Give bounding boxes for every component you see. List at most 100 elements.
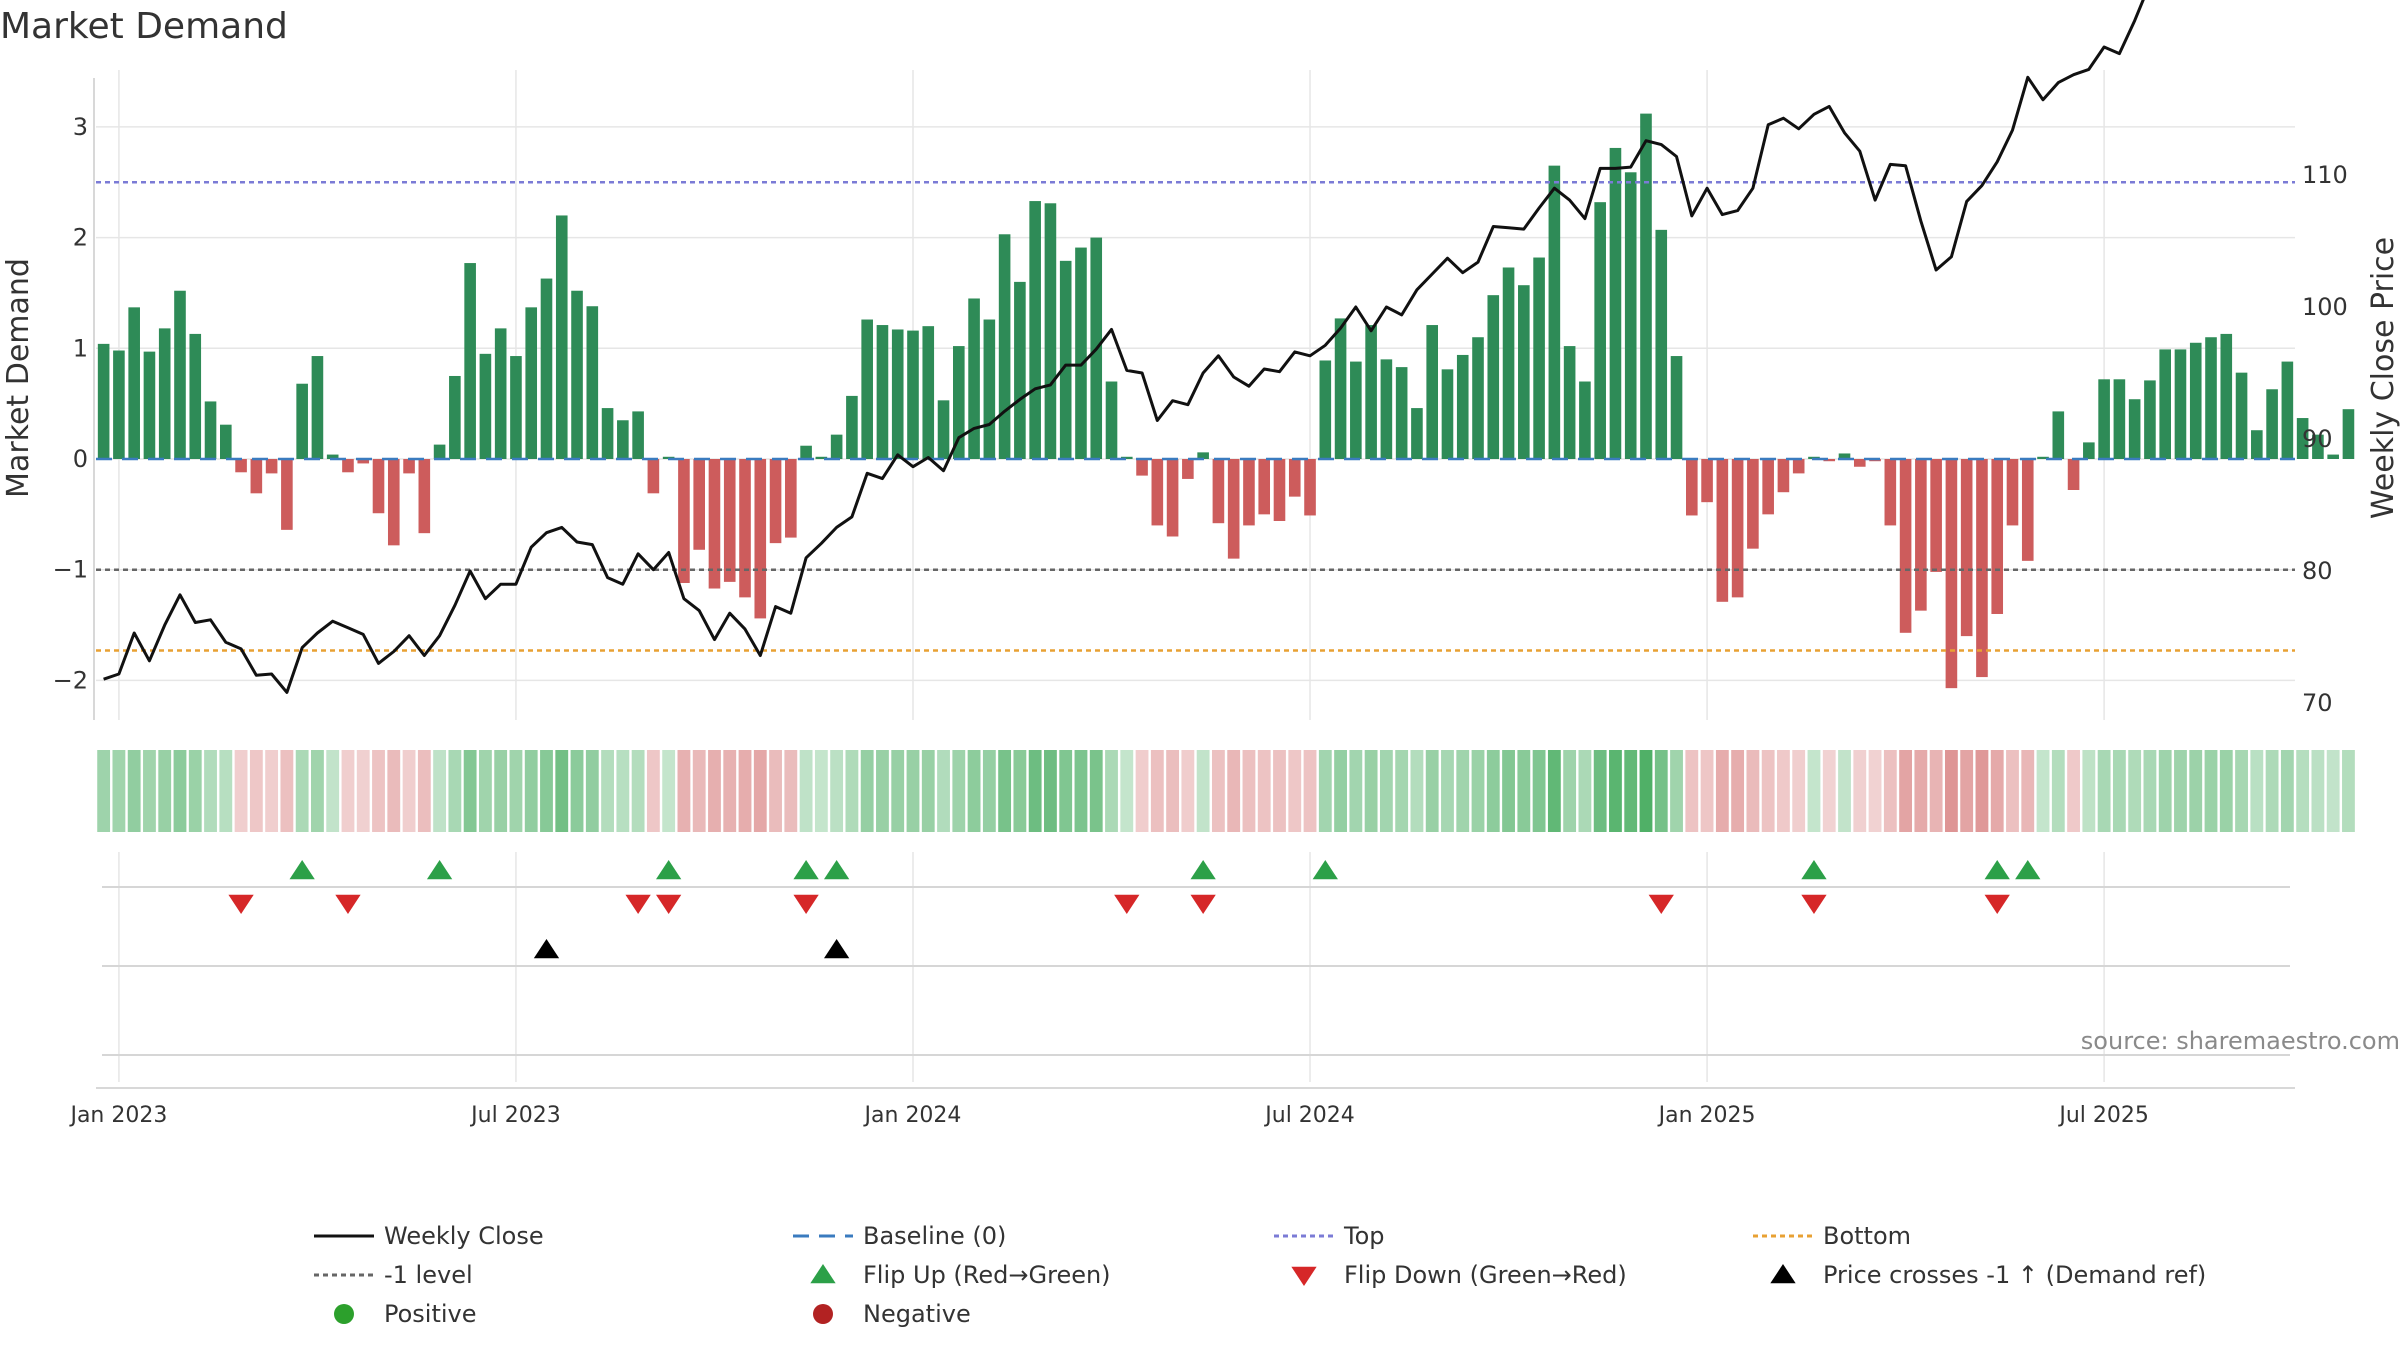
price-cross-marker xyxy=(533,939,560,959)
positive-bar xyxy=(2220,333,2233,459)
flip-up-marker xyxy=(426,860,453,880)
heat-cell xyxy=(921,750,935,832)
negative-bar xyxy=(1212,459,1225,524)
flip-down-marker xyxy=(1984,894,2010,914)
heat-cell xyxy=(1746,750,1760,832)
y-tick-label: 3 xyxy=(73,113,88,141)
heat-cell xyxy=(677,750,691,832)
heat-cell xyxy=(1471,750,1485,832)
heat-cell xyxy=(127,750,141,832)
negative-bar xyxy=(418,459,431,534)
flip-up-marker xyxy=(823,860,850,880)
heat-cell xyxy=(1227,750,1241,832)
positive-bar xyxy=(510,356,522,459)
positive-bar xyxy=(2327,454,2339,459)
source-note: source: sharemaestro.com xyxy=(2081,1027,2400,1055)
positive-bar xyxy=(494,328,507,459)
heat-cell xyxy=(2128,750,2142,832)
positive-bar xyxy=(601,408,614,459)
negative-bar xyxy=(1747,459,1759,549)
positive-bar xyxy=(189,333,202,459)
negative-bar xyxy=(265,459,278,474)
positive-bar xyxy=(1105,381,1118,459)
negative-bar xyxy=(1731,459,1744,598)
legend-label: Flip Up (Red→Green) xyxy=(863,1261,1111,1289)
price-cross-marker xyxy=(823,939,850,959)
heat-cell xyxy=(188,750,202,832)
heat-cell xyxy=(2082,750,2096,832)
negative-bar xyxy=(1243,459,1255,526)
heat-cell xyxy=(1777,750,1790,832)
heat-cell xyxy=(1609,750,1622,832)
heat-cell xyxy=(1731,750,1745,832)
heat-cell xyxy=(1792,750,1806,832)
negative-bar xyxy=(1288,459,1301,497)
demand-heat-strip xyxy=(97,750,2355,832)
legend-entry: Price crosses -1 ↑ (Demand ref) xyxy=(1770,1261,2206,1289)
heat-cell xyxy=(723,750,737,832)
positive-bar xyxy=(525,307,538,459)
positive-bar xyxy=(479,353,492,459)
heat-cell xyxy=(1044,750,1057,832)
positive-bar xyxy=(2159,349,2172,459)
positive-bar xyxy=(2189,342,2202,459)
positive-bar xyxy=(571,290,583,459)
heat-cell xyxy=(1425,750,1439,832)
heat-cell xyxy=(1593,750,1607,832)
positive-bar xyxy=(2235,372,2248,459)
positive-bar xyxy=(449,375,461,459)
heat-cell xyxy=(448,750,462,832)
positive-bar xyxy=(219,424,232,459)
positive-bar xyxy=(1441,369,1454,459)
heat-cell xyxy=(2067,750,2080,832)
positive-bar xyxy=(1319,360,1332,459)
positive-bar xyxy=(1579,381,1591,459)
positive-bar xyxy=(800,445,812,459)
heat-cell xyxy=(1990,750,2004,832)
heat-cell xyxy=(1059,750,1073,832)
heat-cell xyxy=(2036,750,2050,832)
heat-cell xyxy=(1150,750,1164,832)
heat-cell xyxy=(845,750,859,832)
heat-cell xyxy=(1166,750,1180,832)
heat-cell xyxy=(494,750,508,832)
negative-bar xyxy=(357,459,370,464)
negative-bar xyxy=(1227,459,1240,559)
positive-bar xyxy=(1120,456,1133,459)
y2-tick-label: 90 xyxy=(2302,425,2333,453)
heat-cell xyxy=(2326,750,2340,832)
flip-down-marker xyxy=(793,894,819,914)
heat-cell xyxy=(402,750,416,832)
heat-cell xyxy=(2265,750,2279,832)
flip-up-marker xyxy=(1984,860,2010,880)
positive-bar xyxy=(1838,453,1851,459)
heat-cell xyxy=(2021,750,2035,832)
flip-down-marker xyxy=(1114,894,1140,914)
heat-cell xyxy=(311,750,324,832)
heat-cell xyxy=(1685,750,1699,832)
heat-cell xyxy=(2051,750,2065,832)
positive-bar xyxy=(2266,389,2278,459)
heat-cell xyxy=(1257,750,1271,832)
heat-cell xyxy=(1899,750,1913,832)
heat-cell xyxy=(1547,750,1561,832)
y2-tick-label: 80 xyxy=(2302,557,2333,585)
heat-cell xyxy=(1379,750,1393,832)
axes: −2 −1 0 1 2 3 70 80 90 100 110 Jan 2023 Jul 2023 Jan … xyxy=(53,78,2348,1128)
positive-bar xyxy=(1655,229,1668,459)
heat-cell xyxy=(478,750,492,832)
heat-cell xyxy=(387,750,401,832)
positive-bar xyxy=(2281,361,2294,459)
positive-bar xyxy=(1334,318,1347,459)
heat-cell xyxy=(1960,750,1974,832)
x-tick-label: Jul 2024 xyxy=(1263,1103,1355,1128)
heat-cell xyxy=(295,750,309,832)
heat-cell xyxy=(1532,750,1546,832)
heat-cell xyxy=(2296,750,2310,832)
heat-cell xyxy=(1456,750,1470,832)
heat-cell xyxy=(2311,750,2325,832)
positive-bar xyxy=(296,383,308,459)
positive-bar xyxy=(174,290,186,459)
negative-bar xyxy=(754,459,767,619)
negative-bar xyxy=(281,459,293,530)
